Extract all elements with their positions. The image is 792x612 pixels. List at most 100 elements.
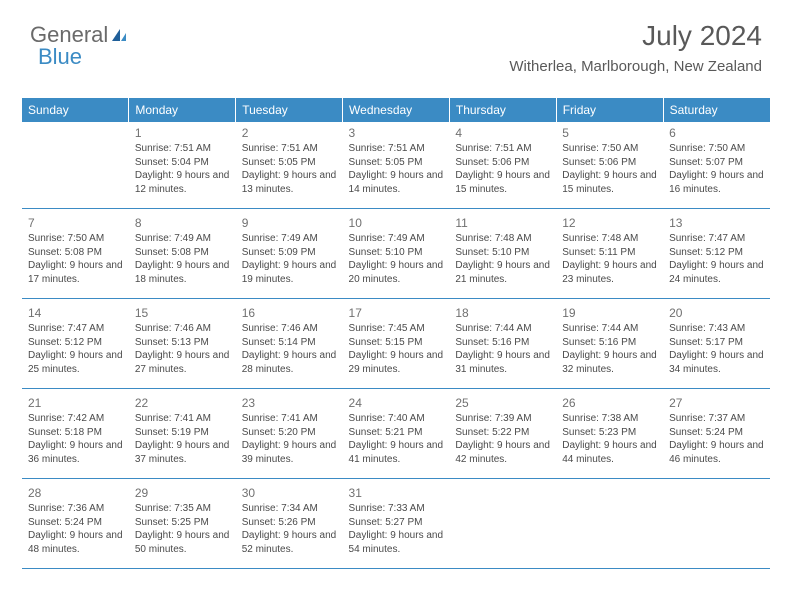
day-header: Wednesday [343, 98, 450, 122]
day-number: 25 [455, 395, 550, 411]
calendar-day-cell: 3Sunrise: 7:51 AMSunset: 5:05 PMDaylight… [343, 122, 450, 208]
calendar-day-cell [449, 482, 556, 568]
day-header: Friday [556, 98, 663, 122]
daylight-text: Daylight: 9 hours and 32 minutes. [562, 349, 657, 376]
daylight-text: Daylight: 9 hours and 41 minutes. [349, 439, 444, 466]
sunrise-text: Sunrise: 7:50 AM [562, 142, 657, 156]
day-number: 5 [562, 125, 657, 141]
day-number: 14 [28, 305, 123, 321]
calendar-day-cell: 28Sunrise: 7:36 AMSunset: 5:24 PMDayligh… [22, 482, 129, 568]
day-number: 9 [242, 215, 337, 231]
sunrise-text: Sunrise: 7:49 AM [242, 232, 337, 246]
day-header: Thursday [449, 98, 556, 122]
calendar-week-row: 7Sunrise: 7:50 AMSunset: 5:08 PMDaylight… [22, 212, 770, 298]
day-number: 8 [135, 215, 230, 231]
calendar-day-cell: 19Sunrise: 7:44 AMSunset: 5:16 PMDayligh… [556, 302, 663, 388]
sunset-text: Sunset: 5:18 PM [28, 426, 123, 440]
calendar-day-cell: 16Sunrise: 7:46 AMSunset: 5:14 PMDayligh… [236, 302, 343, 388]
sunrise-text: Sunrise: 7:46 AM [135, 322, 230, 336]
sunset-text: Sunset: 5:24 PM [669, 426, 764, 440]
sunrise-text: Sunrise: 7:39 AM [455, 412, 550, 426]
calendar-day-cell: 12Sunrise: 7:48 AMSunset: 5:11 PMDayligh… [556, 212, 663, 298]
month-title: July 2024 [509, 20, 762, 52]
sunrise-text: Sunrise: 7:48 AM [562, 232, 657, 246]
daylight-text: Daylight: 9 hours and 20 minutes. [349, 259, 444, 286]
day-number: 4 [455, 125, 550, 141]
calendar-day-cell: 9Sunrise: 7:49 AMSunset: 5:09 PMDaylight… [236, 212, 343, 298]
sunset-text: Sunset: 5:04 PM [135, 156, 230, 170]
sunrise-text: Sunrise: 7:51 AM [455, 142, 550, 156]
daylight-text: Daylight: 9 hours and 12 minutes. [135, 169, 230, 196]
daylight-text: Daylight: 9 hours and 31 minutes. [455, 349, 550, 376]
sunrise-text: Sunrise: 7:48 AM [455, 232, 550, 246]
day-number: 3 [349, 125, 444, 141]
sunset-text: Sunset: 5:06 PM [562, 156, 657, 170]
calendar-day-cell: 18Sunrise: 7:44 AMSunset: 5:16 PMDayligh… [449, 302, 556, 388]
sunrise-text: Sunrise: 7:44 AM [562, 322, 657, 336]
daylight-text: Daylight: 9 hours and 28 minutes. [242, 349, 337, 376]
calendar-day-cell: 13Sunrise: 7:47 AMSunset: 5:12 PMDayligh… [663, 212, 770, 298]
day-number: 13 [669, 215, 764, 231]
sunrise-text: Sunrise: 7:35 AM [135, 502, 230, 516]
sunrise-text: Sunrise: 7:41 AM [135, 412, 230, 426]
sunrise-text: Sunrise: 7:49 AM [135, 232, 230, 246]
calendar-week-row: 14Sunrise: 7:47 AMSunset: 5:12 PMDayligh… [22, 302, 770, 388]
sunset-text: Sunset: 5:24 PM [28, 516, 123, 530]
sunset-text: Sunset: 5:06 PM [455, 156, 550, 170]
calendar-day-cell: 20Sunrise: 7:43 AMSunset: 5:17 PMDayligh… [663, 302, 770, 388]
daylight-text: Daylight: 9 hours and 42 minutes. [455, 439, 550, 466]
sunset-text: Sunset: 5:25 PM [135, 516, 230, 530]
calendar-day-cell: 2Sunrise: 7:51 AMSunset: 5:05 PMDaylight… [236, 122, 343, 208]
day-number: 21 [28, 395, 123, 411]
sunrise-text: Sunrise: 7:51 AM [242, 142, 337, 156]
day-number: 23 [242, 395, 337, 411]
sunset-text: Sunset: 5:16 PM [562, 336, 657, 350]
sunset-text: Sunset: 5:07 PM [669, 156, 764, 170]
sunset-text: Sunset: 5:26 PM [242, 516, 337, 530]
calendar-day-cell: 27Sunrise: 7:37 AMSunset: 5:24 PMDayligh… [663, 392, 770, 478]
sunset-text: Sunset: 5:20 PM [242, 426, 337, 440]
sunset-text: Sunset: 5:17 PM [669, 336, 764, 350]
daylight-text: Daylight: 9 hours and 25 minutes. [28, 349, 123, 376]
daylight-text: Daylight: 9 hours and 17 minutes. [28, 259, 123, 286]
day-number: 2 [242, 125, 337, 141]
day-number: 22 [135, 395, 230, 411]
daylight-text: Daylight: 9 hours and 24 minutes. [669, 259, 764, 286]
daylight-text: Daylight: 9 hours and 39 minutes. [242, 439, 337, 466]
day-number: 15 [135, 305, 230, 321]
bottom-rule [22, 568, 770, 572]
sunset-text: Sunset: 5:10 PM [349, 246, 444, 260]
daylight-text: Daylight: 9 hours and 46 minutes. [669, 439, 764, 466]
daylight-text: Daylight: 9 hours and 23 minutes. [562, 259, 657, 286]
sunrise-text: Sunrise: 7:42 AM [28, 412, 123, 426]
day-number: 17 [349, 305, 444, 321]
day-header: Tuesday [236, 98, 343, 122]
day-number: 29 [135, 485, 230, 501]
daylight-text: Daylight: 9 hours and 15 minutes. [455, 169, 550, 196]
calendar-day-cell: 6Sunrise: 7:50 AMSunset: 5:07 PMDaylight… [663, 122, 770, 208]
calendar-day-cell: 14Sunrise: 7:47 AMSunset: 5:12 PMDayligh… [22, 302, 129, 388]
calendar-day-cell: 25Sunrise: 7:39 AMSunset: 5:22 PMDayligh… [449, 392, 556, 478]
calendar-day-cell: 24Sunrise: 7:40 AMSunset: 5:21 PMDayligh… [343, 392, 450, 478]
calendar-day-cell: 8Sunrise: 7:49 AMSunset: 5:08 PMDaylight… [129, 212, 236, 298]
daylight-text: Daylight: 9 hours and 21 minutes. [455, 259, 550, 286]
sunrise-text: Sunrise: 7:47 AM [28, 322, 123, 336]
day-number: 27 [669, 395, 764, 411]
sunrise-text: Sunrise: 7:38 AM [562, 412, 657, 426]
calendar-day-cell: 10Sunrise: 7:49 AMSunset: 5:10 PMDayligh… [343, 212, 450, 298]
calendar-week-row: 1Sunrise: 7:51 AMSunset: 5:04 PMDaylight… [22, 122, 770, 208]
sunrise-text: Sunrise: 7:46 AM [242, 322, 337, 336]
daylight-text: Daylight: 9 hours and 19 minutes. [242, 259, 337, 286]
day-header: Sunday [22, 98, 129, 122]
day-number: 6 [669, 125, 764, 141]
header-right: July 2024 Witherlea, Marlborough, New Ze… [509, 20, 762, 75]
day-number: 1 [135, 125, 230, 141]
daylight-text: Daylight: 9 hours and 37 minutes. [135, 439, 230, 466]
day-number: 11 [455, 215, 550, 231]
calendar-day-cell: 15Sunrise: 7:46 AMSunset: 5:13 PMDayligh… [129, 302, 236, 388]
sunset-text: Sunset: 5:14 PM [242, 336, 337, 350]
day-number: 12 [562, 215, 657, 231]
calendar-week-row: 28Sunrise: 7:36 AMSunset: 5:24 PMDayligh… [22, 482, 770, 568]
sunrise-text: Sunrise: 7:47 AM [669, 232, 764, 246]
day-number: 31 [349, 485, 444, 501]
